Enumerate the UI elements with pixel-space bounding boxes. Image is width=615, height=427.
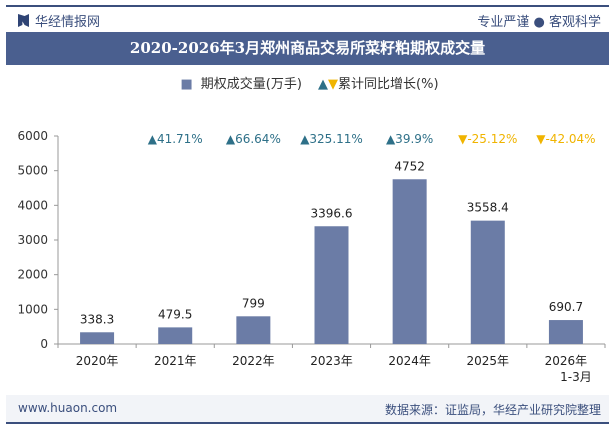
bar — [80, 332, 115, 344]
chart-title: 2020-2026年3月郑州商品交易所菜籽粕期权成交量 — [6, 32, 609, 65]
data-source: 数据来源：证监局，华经产业研究院整理 — [384, 403, 601, 417]
value-label: 3558.4 — [467, 201, 509, 215]
logo-icon — [18, 14, 29, 27]
value-label: 799 — [242, 296, 265, 310]
bar — [470, 220, 505, 344]
bar — [236, 316, 271, 344]
bar — [392, 179, 427, 344]
top-rule — [6, 5, 609, 7]
x-tick-label: 2022年 — [232, 354, 275, 368]
x-tick-label: 2025年 — [467, 354, 510, 368]
square-icon: ■ — [180, 77, 193, 92]
x-tick-label: 2021年 — [154, 354, 197, 368]
value-label: 3396.6 — [311, 206, 353, 220]
growth-label: ▼-25.12% — [458, 132, 517, 146]
brand: 华经情报网 — [18, 11, 100, 30]
value-label: 479.5 — [158, 307, 192, 321]
legend-growth-label: 累计同比增长(%) — [338, 77, 439, 92]
brand-name: 华经情报网 — [35, 15, 101, 30]
growth-label: ▼-42.04% — [536, 132, 595, 146]
bar — [314, 226, 349, 344]
growth-label: ▲66.64% — [226, 132, 281, 146]
value-label: 690.7 — [549, 300, 583, 314]
triangle-up-icon: ▲ — [318, 77, 329, 92]
slogan: 专业严谨 ● 客观科学 — [477, 15, 601, 30]
x-tick-label: 2026年 — [545, 354, 588, 368]
y-tick-label: 6000 — [17, 129, 48, 143]
triangle-down-icon: ▼ — [328, 77, 339, 92]
x-tick-label: 2023年 — [310, 354, 353, 368]
footer: www.huaon.com 数据来源：证监局，华经产业研究院整理 — [6, 395, 609, 424]
y-tick-label: 0 — [40, 337, 48, 351]
growth-label: ▲325.11% — [300, 132, 363, 146]
website-link[interactable]: www.huaon.com — [18, 401, 118, 415]
value-label: 4752 — [394, 159, 425, 173]
x-tick-label: 2020年 — [76, 354, 119, 368]
bar — [158, 327, 193, 344]
legend-growth: ▲▼累计同比增长(%) — [318, 77, 439, 92]
bar — [548, 320, 583, 344]
x-tick-label: 1-3月 — [560, 370, 592, 384]
y-tick-label: 4000 — [17, 198, 48, 212]
legend-bar-label: 期权成交量(万手) — [200, 77, 302, 92]
y-tick-label: 3000 — [17, 233, 48, 247]
growth-label: ▲41.71% — [148, 132, 203, 146]
y-tick-label: 1000 — [17, 302, 48, 316]
legend-bar: ■ 期权成交量(万手) — [176, 77, 305, 92]
x-tick-label: 2024年 — [388, 354, 431, 368]
legend: ■ 期权成交量(万手) ▲▼累计同比增长(%) — [0, 73, 615, 92]
y-tick-label: 2000 — [17, 268, 48, 282]
value-label: 338.3 — [80, 312, 114, 326]
y-tick-label: 5000 — [17, 164, 48, 178]
growth-label: ▲39.9% — [386, 132, 433, 146]
